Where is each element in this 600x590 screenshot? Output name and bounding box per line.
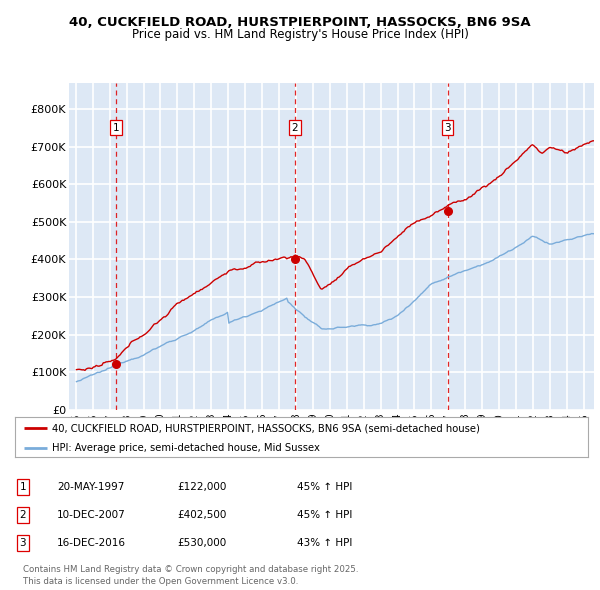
Text: 40, CUCKFIELD ROAD, HURSTPIERPOINT, HASSOCKS, BN6 9SA (semi-detached house): 40, CUCKFIELD ROAD, HURSTPIERPOINT, HASS… <box>52 424 480 434</box>
Text: 43% ↑ HPI: 43% ↑ HPI <box>297 539 352 548</box>
Text: 1: 1 <box>19 482 26 491</box>
Text: 2: 2 <box>19 510 26 520</box>
Text: 1: 1 <box>113 123 119 133</box>
Text: £402,500: £402,500 <box>177 510 226 520</box>
Text: 2: 2 <box>292 123 298 133</box>
Text: Contains HM Land Registry data © Crown copyright and database right 2025.
This d: Contains HM Land Registry data © Crown c… <box>23 565 358 586</box>
Text: £530,000: £530,000 <box>177 539 226 548</box>
Text: 20-MAY-1997: 20-MAY-1997 <box>57 482 124 491</box>
Text: Price paid vs. HM Land Registry's House Price Index (HPI): Price paid vs. HM Land Registry's House … <box>131 28 469 41</box>
Text: 3: 3 <box>445 123 451 133</box>
Text: 45% ↑ HPI: 45% ↑ HPI <box>297 482 352 491</box>
Text: 3: 3 <box>19 539 26 548</box>
Text: 40, CUCKFIELD ROAD, HURSTPIERPOINT, HASSOCKS, BN6 9SA: 40, CUCKFIELD ROAD, HURSTPIERPOINT, HASS… <box>69 16 531 29</box>
Text: 45% ↑ HPI: 45% ↑ HPI <box>297 510 352 520</box>
Text: 10-DEC-2007: 10-DEC-2007 <box>57 510 126 520</box>
Text: 16-DEC-2016: 16-DEC-2016 <box>57 539 126 548</box>
Text: £122,000: £122,000 <box>177 482 226 491</box>
Text: HPI: Average price, semi-detached house, Mid Sussex: HPI: Average price, semi-detached house,… <box>52 444 320 454</box>
